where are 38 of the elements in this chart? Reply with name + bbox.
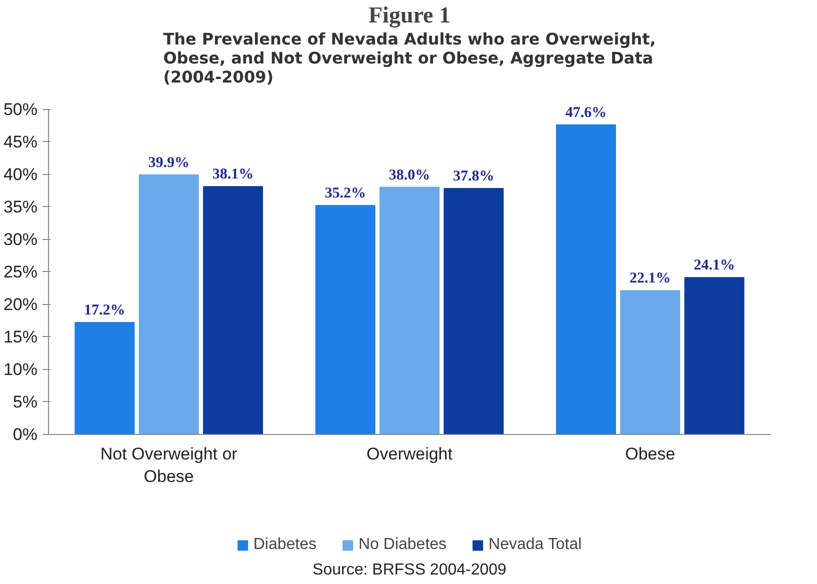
data-label: 35.2% (324, 185, 366, 202)
chart-title: Figure 1 (368, 2, 450, 28)
x-tick-label: Obese (625, 444, 676, 464)
y-tick-label: 35% (3, 197, 38, 216)
legend-label: No Diabetes (358, 536, 447, 554)
data-label: 38.1% (212, 166, 254, 183)
bar (138, 174, 199, 435)
y-tick-label: 15% (3, 327, 38, 346)
x-tick-label: Overweight (366, 444, 453, 464)
legend-label: Nevada Total (488, 536, 582, 554)
data-label: 37.8% (453, 168, 494, 185)
y-tick-label: 30% (3, 230, 38, 249)
y-tick-label: 50% (3, 100, 38, 119)
bar (444, 188, 504, 435)
bar (202, 186, 264, 435)
y-tick-label: 45% (3, 132, 38, 152)
bar (556, 124, 616, 435)
data-label: 17.2% (84, 302, 126, 318)
bar (684, 277, 744, 435)
y-tick-label: 20% (3, 294, 38, 314)
data-label: 39.9% (148, 154, 190, 171)
x-tick-label: Not Overweight or Obese (100, 444, 238, 486)
data-label: 24.1% (694, 258, 735, 274)
data-label: 47.6% (565, 104, 607, 121)
y-tick-label: 25% (3, 262, 38, 282)
bar (379, 186, 440, 435)
data-label: 38.0% (388, 167, 430, 184)
legend-label: Diabetes (253, 536, 316, 554)
source-note: Source: BRFSS 2004-2009 (312, 562, 507, 578)
bar (74, 322, 135, 435)
data-label: 22.1% (630, 270, 671, 287)
y-tick-label: 5% (12, 392, 38, 412)
bar (315, 204, 376, 435)
chart-subtitle: The Prevalence of Nevada Adults who are Overweight, Obese, and Not Overweight or Obese, Aggregate Data (2004-2009) (163, 30, 656, 86)
y-tick-label: 40% (3, 164, 38, 184)
y-tick-label: 10% (3, 360, 38, 379)
bar (620, 290, 680, 435)
y-tick-label: 0% (12, 424, 38, 444)
